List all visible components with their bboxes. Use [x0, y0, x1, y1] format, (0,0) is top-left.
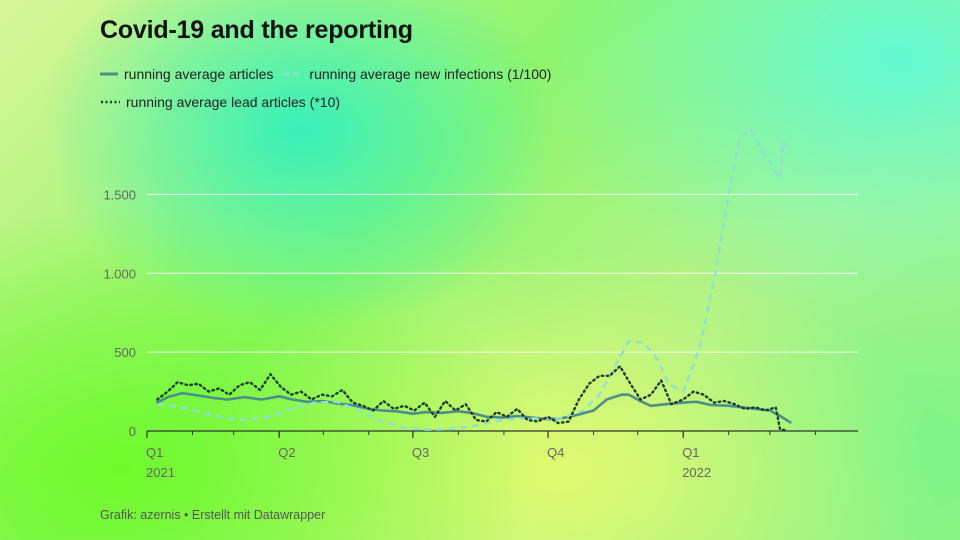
- legend: running average articles running average…: [100, 66, 561, 122]
- series-line-articles: [156, 391, 792, 424]
- x-tick-label: Q1: [682, 445, 699, 460]
- footer-credit: Grafik: azernis • Erstellt mit Datawrapp…: [100, 508, 326, 522]
- y-tick-label: 500: [114, 345, 136, 360]
- x-tick-label: Q3: [412, 445, 429, 460]
- x-tick-label: Q4: [547, 445, 564, 460]
- x-tick-sublabel: 2022: [682, 465, 711, 480]
- legend-swatch-dashed: [283, 72, 304, 76]
- x-tick-sublabel: 2021: [146, 465, 175, 480]
- legend-label-lead: running average lead articles (*10): [126, 94, 341, 110]
- legend-swatch-solid: [100, 72, 118, 76]
- legend-item-lead[interactable]: running average lead articles (*10): [100, 94, 340, 110]
- legend-item-articles[interactable]: running average articles: [100, 66, 273, 82]
- chart-title: Covid-19 and the reporting: [100, 16, 413, 44]
- y-tick-label: 0: [129, 424, 136, 439]
- y-tick-label: 1.000: [103, 266, 136, 281]
- y-tick-label: 1.500: [103, 187, 136, 202]
- legend-swatch-dotted: [101, 100, 120, 104]
- series-line-lead: [156, 365, 788, 432]
- legend-label-infections: running average new infections (1/100): [309, 66, 552, 82]
- legend-item-infections[interactable]: running average new infections (1/100): [283, 66, 551, 82]
- x-tick-label: Q2: [278, 445, 295, 460]
- x-tick-label: Q1: [146, 445, 163, 460]
- legend-label-articles: running average articles: [124, 66, 274, 82]
